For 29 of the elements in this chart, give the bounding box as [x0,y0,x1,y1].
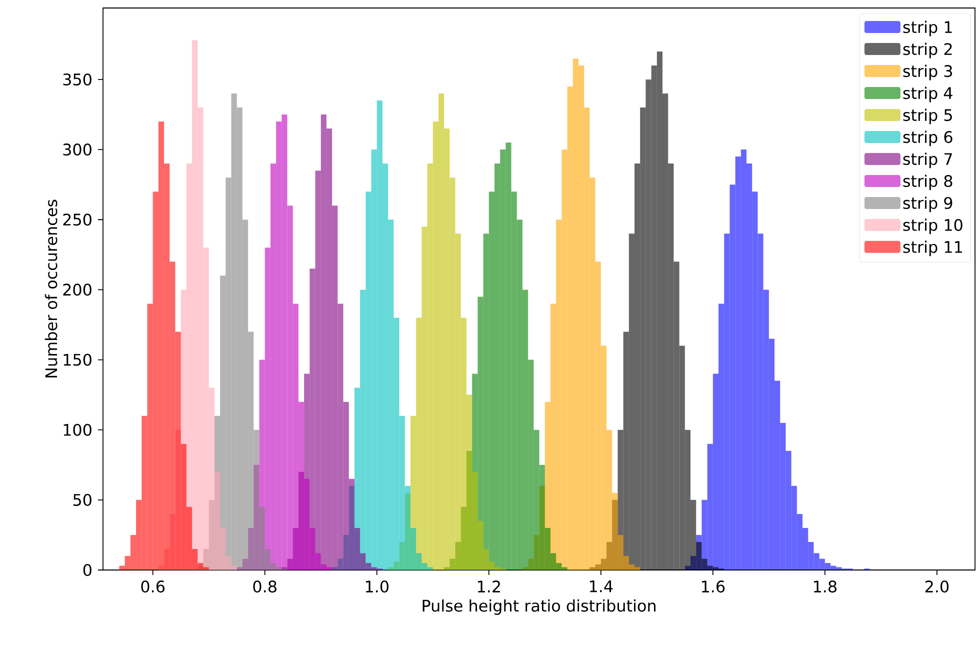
legend-label: strip 10 [903,218,962,234]
legend-label: strip 3 [903,64,952,80]
legend-label: strip 9 [903,196,952,212]
x-axis-title: Pulse height ratio distribution [422,599,656,615]
x-tick-label: 1.8 [814,580,836,593]
y-axis-title: Number of occurences [44,200,58,378]
y-tick-label: 300 [63,144,92,156]
y-tick-label: 200 [63,284,92,296]
y-tick-label: 100 [64,424,92,436]
x-tick-label: 0.8 [253,580,276,593]
y-tick-label: 350 [63,73,92,86]
y-tick-label: 0 [83,564,92,576]
x-tick-label: 2.0 [925,580,949,593]
x-tick-label: 1.4 [590,580,613,592]
legend-label: strip 2 [903,42,952,58]
legend-label: strip 6 [903,130,952,146]
x-tick-label: 1.0 [366,580,388,593]
legend-label: strip 1 [903,20,952,36]
x-tick-label: 0.6 [141,580,165,593]
y-tick-label: 50 [73,494,92,506]
x-tick-label: 1.2 [478,580,500,592]
legend-label: strip 7 [903,152,952,168]
legend-label: strip 5 [903,108,952,124]
y-tick-label: 150 [64,354,92,366]
x-tick-label: 1.6 [702,580,725,593]
legend-label: strip 4 [903,86,952,102]
legend-label: strip 8 [903,174,952,190]
y-tick-label: 250 [63,214,92,226]
legend-label: strip 11 [903,240,962,256]
